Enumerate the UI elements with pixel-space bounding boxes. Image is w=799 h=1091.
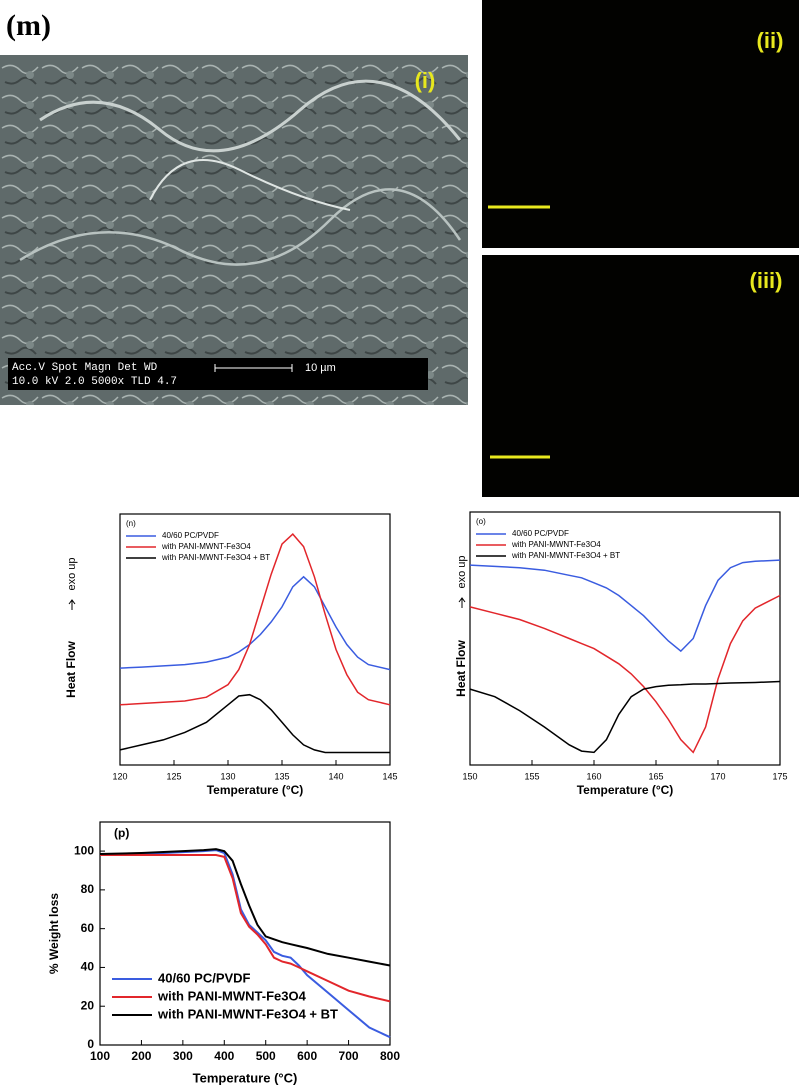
map-image [482, 0, 799, 248]
sem-ridge [39, 79, 462, 153]
x-axis-label: Temperature (°C) [193, 1070, 298, 1085]
x-tick-label: 170 [710, 771, 725, 781]
sem-ridge [149, 159, 351, 211]
legend-label: with PANI-MWNT-Fe3O4 + BT [161, 553, 270, 562]
sem-ridge [19, 188, 462, 266]
x-tick-label: 600 [297, 1049, 317, 1063]
series-line [469, 559, 781, 653]
series-line [119, 575, 391, 671]
x-tick-label: 150 [462, 771, 477, 781]
x-tick-label: 130 [220, 771, 235, 781]
y-tick-label: 0 [87, 1037, 94, 1051]
series-line [99, 848, 391, 967]
x-tick-label: 700 [339, 1049, 359, 1063]
y-axis-label: Heat Flow [64, 640, 78, 697]
sem-texture [0, 55, 468, 405]
x-tick-label: 300 [173, 1049, 193, 1063]
y-tick-label: 20 [81, 998, 95, 1012]
y-tick-label: 40 [81, 960, 95, 974]
y-axis-label: Heat Flow [454, 639, 468, 696]
panel-label: (iii) [750, 268, 783, 293]
figure-label: (m) [6, 9, 51, 42]
x-tick-label: 120 [112, 771, 127, 781]
x-tick-label: 175 [772, 771, 787, 781]
panel-label: (i) [415, 68, 436, 93]
info-bar [8, 358, 428, 390]
y-axis-note: exo up [456, 555, 468, 588]
plot-frame [99, 821, 391, 1046]
info-text: 10.0 kV 2.0 5000x TLD 4.7 [12, 376, 177, 388]
series-line [469, 594, 781, 754]
sem-image: (i) Acc.V Spot Magn Det WD 10.0 kV 2.0 5… [0, 55, 468, 405]
legend-label: with PANI-MWNT-Fe3O4 [511, 540, 601, 549]
x-axis-label: Temperature (°C) [577, 783, 674, 797]
note-arrow [68, 599, 76, 610]
legend-label: 40/60 PC/PVDF [162, 531, 219, 540]
series-line [119, 533, 391, 706]
panel-title: (n) [126, 519, 136, 528]
x-tick-label: 140 [328, 771, 343, 781]
x-tick-label: 160 [586, 771, 601, 781]
x-tick-label: 145 [382, 771, 397, 781]
y-tick-label: 60 [81, 921, 95, 935]
panel-title: (o) [476, 517, 486, 526]
x-tick-label: 500 [256, 1049, 276, 1063]
series-line [119, 693, 390, 754]
y-tick-label: 100 [74, 843, 94, 857]
y-axis-label: % Weight loss [47, 893, 61, 974]
legend-label: 40/60 PC/PVDF [158, 970, 251, 985]
x-axis-label: Temperature (°C) [207, 783, 304, 797]
x-tick-label: 100 [90, 1049, 110, 1063]
x-tick-label: 135 [274, 771, 289, 781]
legend-label: 40/60 PC/PVDF [512, 529, 569, 538]
x-tick-label: 400 [214, 1049, 234, 1063]
x-tick-label: 200 [131, 1049, 151, 1063]
map-ii: (ii) [482, 0, 799, 248]
plot-frame [119, 513, 391, 766]
series-line [469, 680, 781, 754]
x-tick-label: 800 [380, 1049, 400, 1063]
x-tick-label: 155 [524, 771, 539, 781]
legend-label: with PANI-MWNT-Fe3O4 + BT [157, 1006, 338, 1021]
info-text: Acc.V Spot Magn Det WD [12, 362, 158, 374]
note-arrow [458, 597, 466, 608]
legend-label: with PANI-MWNT-Fe3O4 [157, 988, 307, 1003]
map-iii: (iii) [482, 255, 799, 497]
series-line [100, 854, 391, 1003]
legend-label: with PANI-MWNT-Fe3O4 [161, 542, 251, 551]
y-tick-label: 80 [81, 882, 95, 896]
plot-frame [469, 511, 781, 766]
panel-label: (ii) [757, 28, 784, 53]
panel-title: (p) [114, 826, 129, 840]
x-tick-label: 125 [166, 771, 181, 781]
x-tick-label: 165 [648, 771, 663, 781]
y-axis-note: exo up [66, 557, 78, 590]
scale-text: 10 µm [305, 362, 336, 374]
legend-label: with PANI-MWNT-Fe3O4 + BT [511, 551, 620, 560]
